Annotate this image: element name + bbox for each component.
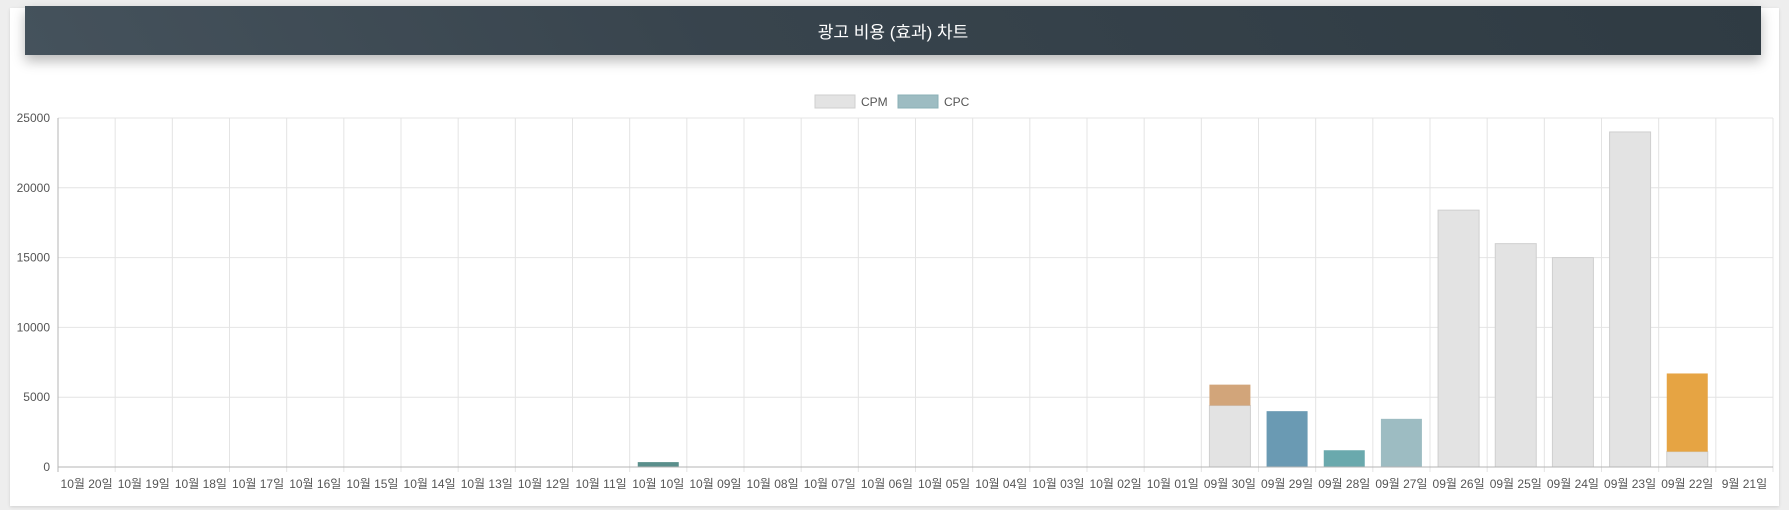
legend-label-cpc: CPC [944,95,970,109]
x-tick-label: 10월 19일 [118,477,170,491]
legend: CPM CPC [814,94,970,109]
legend-swatch-cpc [897,94,939,109]
x-tick-label: 10월 11일 [575,477,626,491]
x-tick-label: 10월 17일 [232,477,284,491]
x-tick-label: 10월 14일 [404,477,456,491]
bar-cpm [1609,131,1652,468]
bar-cpm [1208,405,1251,468]
x-tick-label: 10월 09일 [689,477,741,491]
x-tick-label: 09월 28일 [1318,477,1370,491]
chart-header: 광고 비용 (효과) 차트 [25,6,1761,55]
legend-label-cpm: CPM [861,95,888,109]
x-tick-label: 09월 30일 [1204,477,1256,491]
bar-cpc [1323,450,1365,467]
bar-cpc [1666,373,1708,452]
bar-cpm [1494,243,1537,468]
bar-cpc [1380,418,1422,467]
x-tick-label: 09월 25일 [1490,477,1542,491]
x-tick-label: 09월 22일 [1661,477,1713,491]
x-tick-label: 10월 06일 [861,477,913,491]
bar-cpc [1209,384,1251,406]
y-tick-label: 0 [43,460,50,474]
bar-cpm [1666,451,1709,468]
axes: 0 5000 10000 15000 20000 25000 10월 20일 10월 19일 1… [17,111,1773,491]
x-tick-label: 9월 21일 [1722,477,1767,491]
x-tick-label: 10월 20일 [61,477,113,491]
x-tick-label: 10월 13일 [461,477,513,491]
x-tick-label: 10월 04일 [975,477,1027,491]
bars [637,131,1709,468]
y-tick-label: 10000 [17,320,51,334]
y-tick-label: 20000 [17,181,51,195]
x-tick-label: 10월 08일 [747,477,799,491]
x-tick-label: 10월 15일 [346,477,398,491]
y-tick-label: 15000 [17,251,51,265]
chart-card [10,8,1779,506]
x-tick-label: 10월 10일 [632,477,684,491]
x-tick-label: 10월 12일 [518,477,570,491]
y-tick-label: 25000 [17,111,51,125]
x-tick-label: 10월 07일 [804,477,856,491]
x-tick-label: 09월 26일 [1433,477,1485,491]
x-tick-label: 10월 05일 [918,477,970,491]
x-tick-label: 09월 23일 [1604,477,1656,491]
x-tick-label: 09월 27일 [1375,477,1427,491]
x-tick-label: 09월 29일 [1261,477,1313,491]
x-tick-label: 10월 16일 [289,477,341,491]
x-tick-label: 10월 02일 [1090,477,1142,491]
x-tick-label: 09월 24일 [1547,477,1599,491]
x-tick-label: 10월 01일 [1147,477,1199,491]
grid-lines [57,117,1774,472]
legend-swatch-cpm [814,94,856,109]
x-tick-label: 10월 03일 [1032,477,1084,491]
x-tick-label: 10월 18일 [175,477,227,491]
y-tick-label: 5000 [23,390,50,404]
chart-title: 광고 비용 (효과) 차트 [817,23,969,42]
bar-cpm [1551,257,1594,468]
bar-cpm [1437,209,1480,468]
bar-cpc [637,462,679,467]
bar-cpc [1266,411,1308,467]
